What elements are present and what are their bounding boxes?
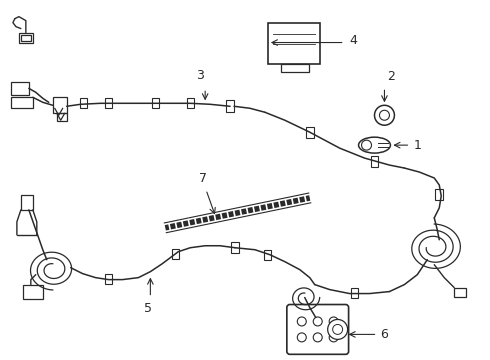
Bar — [23, 285, 43, 298]
Bar — [21, 195, 33, 210]
Bar — [57, 113, 67, 121]
Bar — [21, 35, 31, 41]
Bar — [265, 250, 271, 260]
Bar — [435, 189, 443, 201]
Text: 6: 6 — [380, 328, 389, 341]
Bar — [19, 32, 33, 42]
Bar — [306, 127, 314, 138]
Bar — [268, 23, 319, 64]
Bar — [11, 97, 33, 108]
Bar — [105, 274, 112, 284]
Bar — [172, 249, 179, 259]
Bar — [80, 98, 87, 108]
Text: 1: 1 — [414, 139, 421, 152]
Text: 3: 3 — [196, 69, 204, 82]
Bar — [454, 288, 466, 297]
Bar — [370, 156, 378, 167]
Bar — [187, 98, 194, 108]
Circle shape — [328, 319, 347, 339]
Text: 4: 4 — [349, 34, 358, 47]
Bar — [226, 100, 234, 112]
Text: 7: 7 — [199, 172, 207, 185]
Bar — [231, 242, 239, 253]
FancyBboxPatch shape — [287, 305, 348, 354]
Bar — [281, 64, 309, 72]
Bar — [152, 98, 159, 108]
Text: 2: 2 — [388, 70, 395, 84]
Bar — [11, 82, 29, 95]
Bar — [53, 97, 67, 113]
Bar — [351, 288, 358, 298]
Text: 5: 5 — [145, 302, 152, 315]
Ellipse shape — [359, 137, 391, 153]
Bar — [105, 98, 112, 108]
